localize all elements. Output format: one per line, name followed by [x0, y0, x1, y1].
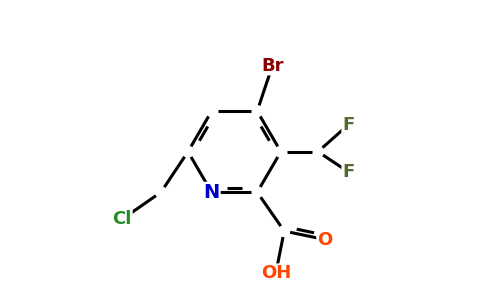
- Text: Br: Br: [261, 57, 284, 75]
- Text: F: F: [342, 163, 354, 181]
- Text: Cl: Cl: [112, 210, 132, 228]
- Text: O: O: [317, 230, 333, 248]
- Text: OH: OH: [261, 264, 291, 282]
- Text: N: N: [203, 183, 220, 202]
- Text: F: F: [342, 116, 354, 134]
